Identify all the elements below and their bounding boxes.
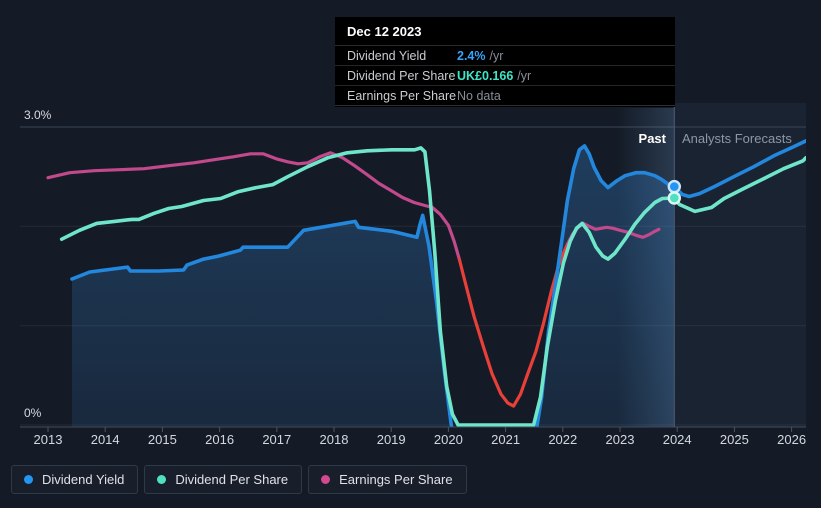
dividend-yield-marker-dot[interactable]	[667, 179, 681, 194]
legend-dot-icon	[157, 475, 167, 484]
tooltip-row-label: Dividend Yield	[347, 48, 427, 63]
dividend-yield-area-fill	[72, 145, 675, 427]
x-tick-label-2022: 2022	[548, 432, 578, 447]
tooltip-row: Dividend Per Share UK£0.166/yr	[335, 66, 675, 86]
tooltip-row-label: Earnings Per Share	[347, 88, 457, 103]
legend-dot-icon	[24, 475, 33, 484]
tooltip-row-unit: /yr	[517, 68, 532, 83]
forecast-region	[674, 103, 806, 427]
legend-item-label: Dividend Per Share	[175, 472, 289, 487]
chart-tooltip: Dec 12 2023 Dividend Yield 2.4%/yr Dividen…	[335, 17, 675, 107]
legend-item-label: Dividend Yield	[42, 472, 125, 487]
y-axis-zero-label: 0%	[24, 406, 42, 420]
y-axis-top-label: 3.0%	[24, 108, 52, 122]
earnings-per-share-line-seg0	[46, 151, 461, 261]
x-tick-label-2026: 2026	[777, 432, 807, 447]
x-tick-label-2017: 2017	[262, 432, 292, 447]
x-tick-label-2015: 2015	[147, 432, 177, 447]
tooltip-row: Earnings Per Share No data	[335, 86, 675, 106]
x-tick-label-2023: 2023	[605, 432, 635, 447]
tooltip-row-label: Dividend Per Share	[347, 68, 456, 83]
dividend-per-share-marker-dot[interactable]	[667, 191, 681, 205]
tooltip-row-value: UK£0.166	[457, 68, 514, 83]
x-tick-label-2018: 2018	[319, 432, 349, 447]
x-tick-label-2020: 2020	[433, 432, 463, 447]
tooltip-row-unit: /yr	[489, 48, 504, 63]
tooltip-row-value: 2.4%	[457, 48, 486, 63]
x-tick-label-2021: 2021	[491, 432, 521, 447]
tooltip-date: Dec 12 2023	[335, 17, 675, 46]
forecast-region-label: Analysts Forecasts	[682, 131, 792, 146]
legend-item-dividend-yield[interactable]: Dividend Yield	[11, 465, 139, 494]
legend-dot-icon	[321, 475, 331, 484]
legend-item-label: Earnings Per Share	[339, 472, 453, 487]
x-tick-label-2024: 2024	[662, 432, 692, 447]
x-tick-label-2016: 2016	[205, 432, 235, 447]
legend-item-earnings-per-share[interactable]: Earnings Per Share	[308, 465, 467, 494]
x-tick-label-2013: 2013	[33, 432, 63, 447]
past-region-label: Past	[638, 131, 666, 146]
chart-legend: Dividend Yield Dividend Per Share Earnings…	[11, 465, 467, 494]
tooltip-row-value: No data	[457, 88, 501, 103]
x-tick-label-2025: 2025	[719, 432, 749, 447]
tooltip-row: Dividend Yield 2.4%/yr	[335, 46, 675, 66]
x-tick-label-2014: 2014	[90, 432, 120, 447]
x-tick-label-2019: 2019	[376, 432, 406, 447]
legend-item-dividend-per-share[interactable]: Dividend Per Share	[144, 465, 303, 494]
